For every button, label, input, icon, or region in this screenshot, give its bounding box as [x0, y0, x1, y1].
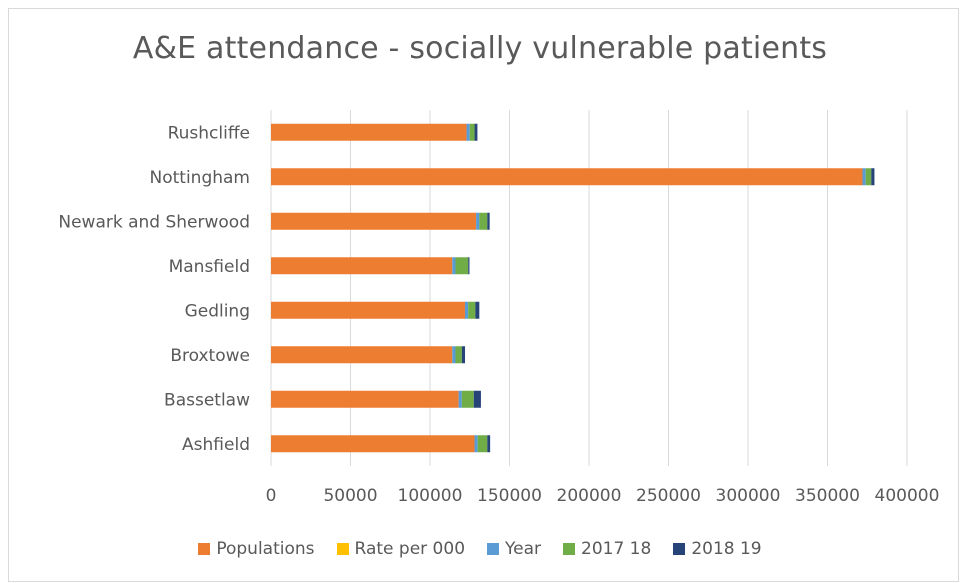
bar-year	[862, 168, 866, 186]
category-label: Broxtowe	[170, 346, 250, 366]
legend-label: 2018 19	[691, 539, 762, 559]
legend-item: Rate per 000	[336, 539, 466, 559]
legend-label: 2017 18	[581, 539, 652, 559]
category-label: Nottingham	[150, 168, 251, 188]
bar-2017-18	[455, 346, 462, 364]
bar-2017-18	[468, 301, 476, 319]
legend-swatch	[487, 543, 500, 555]
x-tick-label: 350000	[795, 486, 860, 506]
bar-2017-18	[477, 435, 488, 453]
x-tick-label: 200000	[557, 486, 622, 506]
legend-label: Rate per 000	[354, 539, 466, 559]
bar-2017-18	[865, 168, 872, 186]
x-tick-label: 150000	[477, 486, 542, 506]
legend-swatch	[673, 543, 686, 555]
x-tick-label: 250000	[636, 486, 701, 506]
bar-year	[464, 301, 469, 319]
bar-year	[466, 123, 470, 141]
x-tick-label: 100000	[398, 486, 463, 506]
bar-year	[452, 346, 456, 364]
bar-populations	[271, 212, 477, 230]
bar-year	[476, 212, 480, 230]
category-label: Bassetlaw	[164, 390, 250, 410]
bar-populations	[271, 123, 467, 141]
bar-2017-18	[479, 212, 488, 230]
bar-2017-18	[461, 390, 474, 408]
x-tick-label: 300000	[716, 486, 781, 506]
bar-2018-19	[473, 390, 481, 408]
legend-swatch	[563, 543, 576, 555]
bar-year	[458, 390, 462, 408]
bar-2018-19	[474, 123, 478, 141]
category-label: Mansfield	[169, 257, 250, 277]
bar-populations	[271, 346, 453, 364]
legend-item: 2018 19	[673, 539, 762, 559]
x-tick-label: 50000	[323, 486, 377, 506]
bar-populations	[271, 390, 459, 408]
bar-populations	[271, 435, 475, 453]
bar-year	[474, 435, 478, 453]
legend-label: Year	[505, 539, 542, 559]
chart-area	[8, 8, 959, 582]
bar-populations	[271, 257, 453, 275]
category-label: Rushcliffe	[168, 123, 250, 143]
bar-populations	[271, 301, 465, 319]
legend-label: Populations	[216, 539, 315, 559]
category-label: Gedling	[185, 301, 250, 321]
bar-2018-19	[475, 301, 480, 319]
legend-item: Populations	[198, 539, 315, 559]
bar-2018-19	[468, 257, 470, 275]
bar-2018-19	[461, 346, 466, 364]
x-tick-label: 400000	[875, 486, 940, 506]
bar-2017-18	[455, 257, 469, 275]
chart-title: A&E attendance - socially vulnerable pat…	[132, 31, 828, 66]
category-label: Ashfield	[182, 435, 250, 455]
legend-item: Year	[487, 539, 541, 559]
legend-item: 2017 18	[563, 539, 651, 559]
bar-2018-19	[487, 435, 491, 453]
bar-year	[452, 257, 456, 275]
chart-legend: Populations Rate per 000 Year 2017 18 2018 1…	[0, 536, 960, 562]
bar-populations	[271, 168, 863, 186]
legend-swatch	[336, 543, 349, 555]
x-tick-label: 0	[266, 486, 277, 506]
bar-2017-18	[469, 123, 475, 141]
legend-swatch	[198, 543, 211, 555]
bar-2018-19	[871, 168, 875, 186]
category-label: Newark and Sherwood	[58, 212, 250, 232]
bar-2018-19	[487, 212, 490, 230]
